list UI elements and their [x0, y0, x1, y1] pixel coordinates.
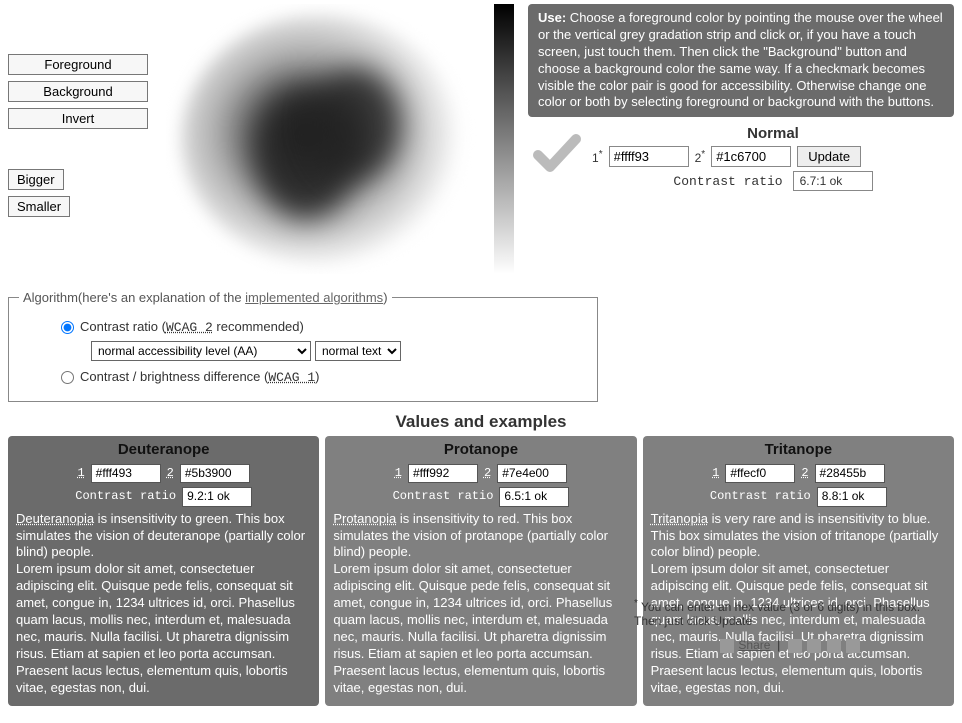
- share-link[interactable]: Share: [738, 638, 770, 652]
- implemented-algorithms-link[interactable]: implemented algorithms: [245, 290, 383, 305]
- update-button[interactable]: Update: [797, 146, 861, 167]
- mini-ratio-value: 8.8:1 ok: [817, 487, 887, 507]
- wcag2-link[interactable]: WCAG 2: [166, 320, 213, 335]
- vision-box-title: Tritanope: [651, 440, 946, 460]
- mini-color1: #fff493: [91, 464, 161, 484]
- smaller-button[interactable]: Smaller: [8, 196, 70, 217]
- wcag1-link[interactable]: WCAG 1: [268, 370, 315, 385]
- mini-label-2: 2: [484, 466, 491, 482]
- background-button[interactable]: Background: [8, 81, 148, 102]
- vision-box-title: Deuteranope: [16, 440, 311, 460]
- facebook-icon[interactable]: [788, 639, 802, 653]
- mini-label-1: 1: [712, 466, 719, 482]
- contrast-ratio-label: Contrast ratio: [673, 174, 782, 189]
- mini-ratio-label: Contrast ratio: [75, 489, 176, 505]
- print-icon[interactable]: [807, 639, 821, 653]
- mini-label-2: 2: [801, 466, 808, 482]
- color-wheel[interactable]: [166, 4, 486, 274]
- contrast-ratio-value: 6.7:1 ok: [793, 171, 873, 191]
- info-column: Use: Choose a foreground color by pointi…: [528, 4, 954, 274]
- mini-ratio-label: Contrast ratio: [393, 489, 494, 505]
- mini-label-1: 1: [395, 466, 402, 482]
- vision-description: Tritanopia is very rare and is insensiti…: [651, 511, 946, 562]
- color2-input[interactable]: [711, 146, 791, 167]
- contrast-ratio-option-label: Contrast ratio (WCAG 2 recommended): [80, 319, 304, 335]
- use-instructions: Use: Choose a foreground color by pointi…: [528, 4, 954, 117]
- vision-description: Deuteranopia is insensitivity to green. …: [16, 511, 311, 562]
- vision-description: Protanopia is insensitivity to red. This…: [333, 511, 628, 562]
- mini-ratio-label: Contrast ratio: [710, 489, 811, 505]
- bookmark-icon[interactable]: [827, 639, 841, 653]
- vision-box-title: Protanope: [333, 440, 628, 460]
- text-size-select[interactable]: normal text: [315, 341, 401, 361]
- mini-color1: #ffecf0: [725, 464, 795, 484]
- contrast-ratio-radio[interactable]: [61, 321, 74, 334]
- vision-box-deuteranope: Deuteranope 1 #fff493 2 #5b3900Contrast rati…: [8, 436, 319, 706]
- mini-color1: #fff992: [408, 464, 478, 484]
- mini-ratio-value: 9.2:1 ok: [182, 487, 252, 507]
- use-text: Choose a foreground color by pointing th…: [538, 10, 943, 109]
- mini-color2: #28455b: [815, 464, 885, 484]
- mini-color2: #7e4e00: [497, 464, 567, 484]
- google-icon[interactable]: [846, 639, 860, 653]
- algorithm-fieldset: Algorithm(here's an explanation of the i…: [8, 290, 598, 402]
- gray-gradient-strip[interactable]: [494, 4, 514, 274]
- algorithm-legend: Algorithm(here's an explanation of the i…: [19, 290, 392, 305]
- color1-input[interactable]: [609, 146, 689, 167]
- accessibility-level-select[interactable]: normal accessibility level (AA): [91, 341, 311, 361]
- invert-button[interactable]: Invert: [8, 108, 148, 129]
- footnote-text: You can enter an hex value (3 or 6 digit…: [634, 600, 920, 628]
- mini-color2: #5b3900: [180, 464, 250, 484]
- vision-box-tritanope: Tritanope 1 #ffecf0 2 #28455bContrast ratio 8…: [643, 436, 954, 706]
- control-buttons: Foreground Background Invert Bigger Smal…: [8, 4, 158, 274]
- bigger-button[interactable]: Bigger: [8, 169, 64, 190]
- plus-icon[interactable]: [720, 639, 734, 653]
- normal-heading: Normal: [592, 125, 954, 142]
- use-lead: Use:: [538, 10, 566, 25]
- footnote-share: * You can enter an hex value (3 or 6 dig…: [630, 580, 950, 653]
- vision-lorem: Lorem ipsum dolor sit amet, consectetuer…: [16, 561, 311, 696]
- vision-box-protanope: Protanope 1 #fff992 2 #7e4e00Contrast ratio 6…: [325, 436, 636, 706]
- mini-label-2: 2: [167, 466, 174, 482]
- color1-label: 1*: [592, 149, 603, 165]
- brightness-diff-radio[interactable]: [61, 371, 74, 384]
- brightness-diff-option-label: Contrast / brightness difference (WCAG 1…: [80, 369, 320, 385]
- values-heading: Values and examples: [0, 412, 962, 432]
- color2-label: 2*: [695, 149, 706, 165]
- mini-label-1: 1: [77, 466, 84, 482]
- foreground-button[interactable]: Foreground: [8, 54, 148, 75]
- mini-ratio-value: 6.5:1 ok: [499, 487, 569, 507]
- checkmark-icon: [528, 125, 584, 181]
- vision-lorem: Lorem ipsum dolor sit amet, consectetuer…: [333, 561, 628, 696]
